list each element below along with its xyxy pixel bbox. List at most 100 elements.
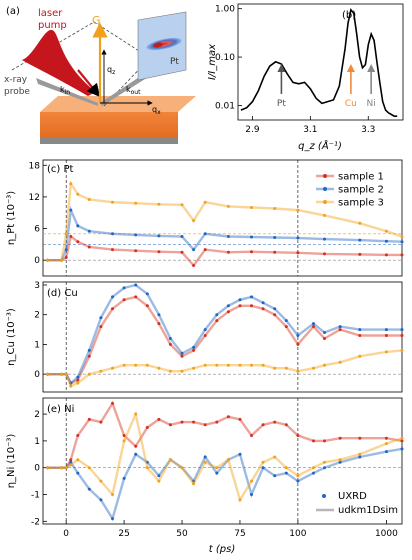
data-point	[203, 232, 207, 236]
data-point	[312, 439, 315, 443]
panel-b-xlabel: q_z (Å⁻¹)	[298, 139, 342, 152]
data-point	[111, 232, 114, 236]
data-point	[338, 460, 342, 464]
panel-b-xtick-label: 3.3	[361, 125, 375, 135]
data-point	[111, 295, 114, 299]
data-point	[87, 198, 91, 201]
data-point	[238, 304, 242, 308]
data-point	[145, 466, 149, 470]
data-point	[226, 304, 230, 308]
data-point	[250, 235, 253, 239]
data-point	[261, 307, 265, 311]
data-point	[284, 319, 288, 323]
data-point	[400, 240, 404, 244]
data-point	[400, 439, 404, 443]
data-point	[76, 224, 80, 228]
simulation-line	[47, 180, 403, 262]
panel-e-xlabel: t (ps)	[209, 544, 235, 555]
data-point	[250, 250, 253, 254]
laser-label-line1: laser	[38, 8, 63, 19]
data-point	[203, 460, 207, 464]
data-point	[157, 250, 161, 254]
data-point	[157, 322, 161, 326]
panel-b-ytick-label: 1.00	[215, 5, 235, 15]
data-point	[323, 237, 326, 241]
data-point	[99, 479, 103, 483]
legend-label-uxrd: UXRD	[338, 491, 367, 502]
data-point	[323, 460, 326, 464]
data-point	[157, 202, 161, 206]
panel-c-label: (c) Pt	[47, 164, 74, 175]
data-point	[226, 415, 230, 419]
g-label: G	[92, 14, 101, 27]
data-point	[87, 466, 91, 470]
data-point	[168, 342, 172, 346]
data-point	[238, 363, 242, 367]
data-point	[99, 498, 103, 502]
data-point	[60, 466, 63, 470]
diffraction-curve	[240, 7, 398, 117]
ytick-label: 12	[29, 193, 40, 203]
data-point	[400, 447, 404, 451]
data-point	[168, 458, 172, 462]
data-point	[157, 417, 161, 421]
data-point	[69, 235, 73, 238]
panel-d-label: (d) Cu	[47, 288, 78, 299]
laser-pulse-icon	[22, 29, 96, 96]
data-point	[192, 420, 196, 424]
data-point	[157, 366, 161, 370]
data-point	[273, 420, 277, 424]
data-point	[69, 458, 73, 462]
data-point	[87, 487, 91, 491]
data-point	[215, 471, 219, 475]
data-point	[203, 455, 207, 459]
qx-label: qx	[152, 105, 161, 116]
data-point	[273, 313, 277, 317]
data-point	[111, 401, 114, 405]
data-point	[358, 221, 362, 225]
data-point	[400, 436, 404, 440]
xtick-label: 0	[63, 529, 69, 539]
data-point	[60, 258, 63, 262]
panel-b-annotation-label: Pt	[277, 99, 286, 109]
data-point	[238, 498, 242, 502]
ytick-label: 6	[34, 225, 40, 235]
data-point	[323, 466, 326, 470]
data-point	[323, 337, 326, 340]
ytick-label: 1	[34, 340, 40, 350]
sample-slab-top	[40, 96, 196, 112]
panel-d-ylabel: η_Cu (10⁻³)	[6, 308, 17, 366]
data-point	[87, 417, 91, 421]
data-point	[180, 420, 184, 424]
data-point	[192, 219, 196, 223]
data-point	[69, 463, 73, 467]
data-point	[226, 235, 230, 238]
data-point	[76, 378, 80, 382]
data-point	[384, 334, 388, 337]
data-point	[111, 200, 114, 204]
ytick-label: 18	[29, 161, 41, 171]
data-point	[384, 239, 388, 243]
data-point	[250, 434, 253, 437]
data-point	[273, 250, 277, 254]
data-point	[323, 252, 326, 256]
data-point	[69, 182, 73, 186]
xtick-label: 1000	[375, 529, 398, 539]
data-point	[76, 458, 80, 462]
data-point	[312, 366, 315, 370]
data-point	[203, 328, 207, 332]
data-point	[284, 366, 288, 370]
data-point	[134, 363, 138, 367]
data-point	[384, 328, 388, 332]
data-point	[46, 258, 50, 262]
data-point	[180, 369, 184, 373]
data-point	[312, 471, 315, 475]
panel-b-annotation-arrowhead	[367, 64, 376, 72]
data-point	[226, 458, 230, 462]
data-point	[60, 372, 63, 376]
sample-slab-substrate	[40, 138, 178, 144]
legend-marker	[323, 200, 327, 204]
xray-incoming-beam	[36, 78, 98, 106]
data-point	[122, 439, 126, 443]
data-point	[312, 325, 315, 329]
